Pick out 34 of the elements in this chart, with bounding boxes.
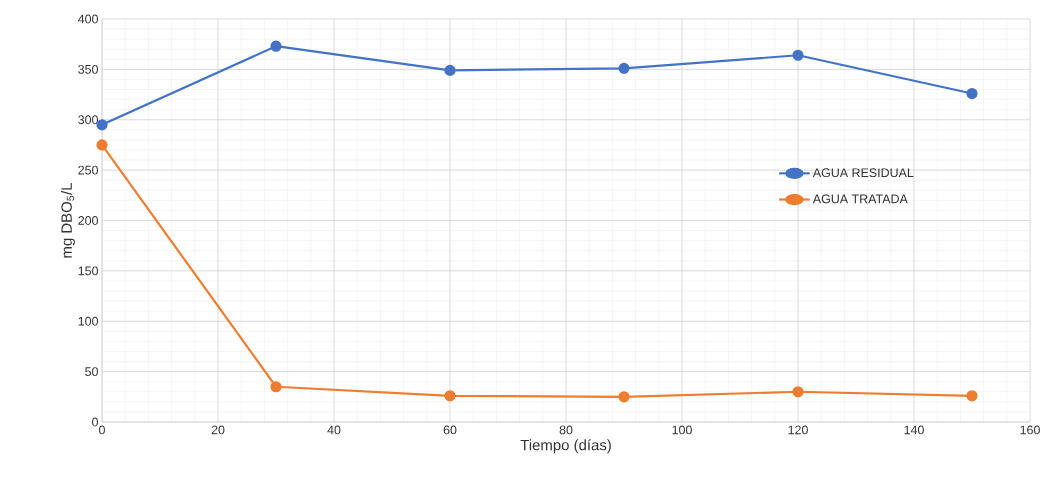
legend-label: AGUA RESIDUAL <box>812 168 914 178</box>
point <box>444 64 456 76</box>
point <box>792 386 804 398</box>
x-tick-label: 100 <box>672 425 692 435</box>
point <box>270 40 282 52</box>
x-tick-label: 0 <box>99 425 105 435</box>
y-tick-label: 150 <box>78 266 98 276</box>
x-tick-label: 60 <box>443 425 457 435</box>
y-tick-label: 300 <box>78 115 98 125</box>
x-tick-label: 40 <box>327 425 341 435</box>
x-tick-label: 120 <box>788 425 808 435</box>
point <box>96 119 108 131</box>
x-axis-title: Tiempo (días) <box>520 439 611 454</box>
point <box>270 381 282 393</box>
y-tick-label: 200 <box>78 216 98 225</box>
x-tick-label: 140 <box>904 425 924 435</box>
point <box>966 87 978 100</box>
legend-label: AGUA TRATADA <box>812 194 908 204</box>
point <box>618 62 630 74</box>
y-tick-label: 100 <box>78 316 98 326</box>
y-tick-label: 0 <box>92 417 98 427</box>
y-axis-title: mg DBO$_{5}$/L <box>60 182 75 258</box>
point <box>966 390 978 402</box>
point <box>444 390 456 402</box>
point <box>96 139 108 151</box>
y-tick-label: 400 <box>77 14 98 24</box>
y-tick-label: 250 <box>78 165 98 175</box>
x-tick-label: 20 <box>211 425 225 435</box>
x-tick-label: 80 <box>559 425 573 435</box>
point <box>618 391 630 403</box>
y-tick-label: 50 <box>85 367 98 377</box>
y-tick-label: 350 <box>78 64 98 74</box>
x-tick-label: 160 <box>1020 425 1040 435</box>
point <box>792 49 804 61</box>
